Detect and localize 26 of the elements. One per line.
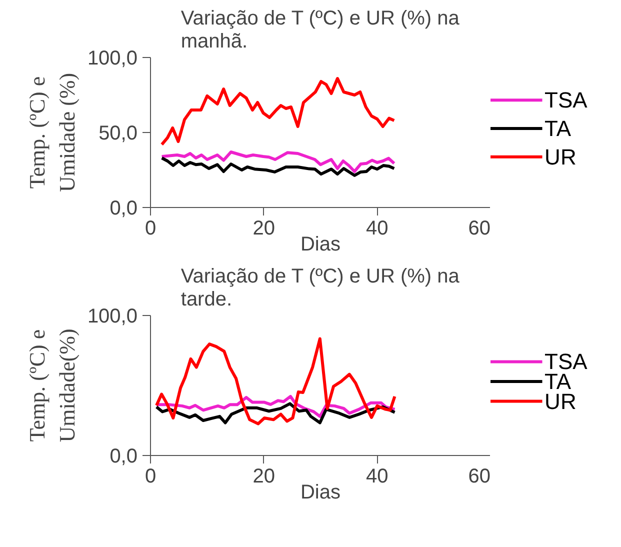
y-axis-title: Temp. (ºC) e Umidade (%) [24,72,80,192]
legend-label: UR [544,144,576,170]
x-tick-label: 40 [366,466,388,488]
y-tick-label: 100,0 [87,306,138,328]
x-tick-label: 20 [252,466,275,488]
x-tick-label: 60 [468,466,491,488]
legend-label: TA [544,116,572,141]
chart-title: Variação de T (ºC) e UR (%) na manhã. [180,7,460,52]
x-tick-label: 20 [252,218,275,240]
x-tick-label: 0 [144,218,156,240]
x-tick-label: 60 [468,218,491,240]
y-tick-label: 50,0 [98,122,138,144]
x-axis-title: Dias [300,482,341,504]
line-series [160,156,396,177]
line-series [160,77,396,146]
x-tick-label: 0 [144,466,156,488]
x-axis-title: Dias [300,234,341,256]
y-tick-label: 0,0 [110,446,138,468]
legend-label: TSA [544,88,588,113]
x-tick-label: 40 [366,218,388,240]
y-tick-label: 100,0 [87,48,138,70]
line-series [155,337,396,426]
y-tick-label: 0,0 [110,198,138,220]
y-axis-title: Temp. (ºC) e Umidade(%) [24,328,80,442]
line-series [160,150,396,173]
chart-title: Variação de T (ºC) e UR (%) na tarde. [180,265,460,310]
